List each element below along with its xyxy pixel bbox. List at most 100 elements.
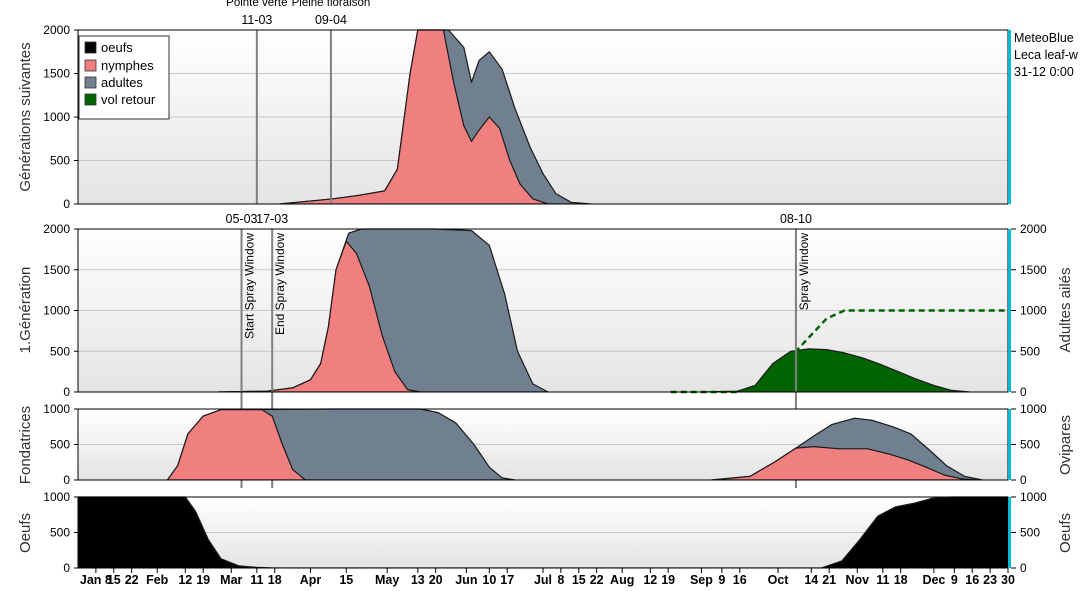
marker-date-label: 09-04 [315, 13, 347, 27]
x-tick-label: 11 [250, 573, 263, 587]
info-source: MeteoBlue [1014, 31, 1074, 45]
x-tick-label: 18 [894, 573, 908, 587]
y-tick-label: 1000 [43, 304, 70, 318]
x-tick-label: Sep [690, 573, 713, 587]
y-tick-label-right: 1000 [1020, 490, 1047, 504]
x-tick-label: Jun [455, 573, 477, 587]
x-tick-label: 9 [951, 573, 958, 587]
panel-first-generation-ylabel: 1.Génération [17, 267, 34, 354]
panel-first-generation: 05-03 Start Spray Window 17-03 End Spray Wi… [43, 212, 1047, 488]
x-tick-label: Jul [534, 573, 552, 587]
y-tick-label: 0 [63, 561, 70, 575]
y-tick-label: 1000 [43, 490, 70, 504]
y-tick-label-right: 1500 [1020, 263, 1047, 277]
legend-item-vol-retour: vol retour [84, 92, 156, 107]
legend-item-nymphes: nymphes [84, 58, 154, 73]
legend-label-oeufs: oeufs [101, 40, 133, 55]
x-tick-label: Apr [300, 573, 322, 587]
y-tick-label: 500 [50, 154, 70, 168]
legend-label-vol-retour: vol retour [101, 92, 156, 107]
x-tick-label: Nov [845, 573, 869, 587]
y-tick-label: 0 [63, 385, 70, 399]
x-tick-label: 16 [733, 573, 747, 587]
marker-name-label: Pleine floraison [292, 0, 371, 9]
marker-name-label: End Spray Window [273, 233, 287, 335]
marker-name-label: Pointe verte [226, 0, 287, 9]
y-tick-label: 2000 [43, 222, 70, 236]
legend-swatch-nymphes [84, 59, 97, 72]
series-nymphes [279, 29, 549, 204]
y-tick-label: 1500 [43, 67, 70, 81]
panel-fondatrices-ylabel-right: Ovipares [1057, 415, 1074, 475]
legend-label-nymphes: nymphes [101, 58, 154, 73]
legend-item-adultes: adultes [84, 75, 143, 90]
y-tick-label: 1500 [43, 263, 70, 277]
marker-name-label: Start Spray Window [243, 233, 257, 339]
x-tick-label: Aug [610, 573, 634, 587]
x-tick-label: 23 [983, 573, 997, 587]
x-tick-label: 16 [965, 573, 979, 587]
x-tick-label: 11 [876, 573, 889, 587]
x-tick-label: 8 [557, 573, 564, 587]
y-tick-label: 500 [50, 526, 70, 540]
x-tick-label: 15 [572, 573, 586, 587]
x-tick-label: 9 [718, 573, 725, 587]
x-tick-label: 30 [1001, 573, 1015, 587]
y-tick-label-right: 1000 [1020, 402, 1047, 416]
x-tick-label: 12 [643, 573, 657, 587]
x-tick-label: Feb [146, 573, 169, 587]
y-tick-label-right: 2000 [1020, 222, 1047, 236]
panel-fondatrices-ylabel: Fondatrices [17, 406, 34, 484]
x-tick-label: May [375, 573, 399, 587]
y-tick-label: 500 [50, 344, 70, 358]
series-nymphes [217, 240, 421, 392]
x-tick-label: 15 [107, 573, 121, 587]
x-tick-label: 19 [196, 573, 210, 587]
x-axis: Jan 815 22 Feb 12 19 Mar 11 18 Apr 15 May 13 20 Jun 10… [80, 568, 1015, 587]
x-tick-label: Mar [220, 573, 242, 587]
x-tick-label: 19 [661, 573, 675, 587]
marker-name-label: Spray Window [797, 233, 811, 311]
x-tick-label: Oct [768, 573, 790, 587]
x-tick-label: Dec [922, 573, 945, 587]
x-tick-label: 12 [178, 573, 192, 587]
legend-item-oeufs: oeufs [84, 40, 133, 55]
x-tick-label: 22 [590, 573, 604, 587]
y-tick-label: 1000 [43, 110, 70, 124]
y-tick-label-right: 0 [1020, 473, 1027, 487]
y-tick-label: 0 [63, 197, 70, 211]
panel-oeufs-ylabel-right: Oeufs [1057, 513, 1074, 553]
x-tick-label: 13 [411, 573, 425, 587]
panel-fondatrices: 0 0 500 500 1000 1000 [43, 402, 1047, 487]
panel-generations-ylabel: Générations suivantes [17, 42, 34, 191]
y-tick-label-right: 500 [1020, 344, 1040, 358]
x-tick-label: 17 [500, 573, 514, 587]
panel-generations: 11-03 Pointe verte 09-04 Pleine floraison 0 5… [43, 0, 1011, 211]
info-timestamp: 31-12 0:00 [1014, 65, 1074, 79]
panel-first-generation-ylabel-right: Adultes ailés [1057, 267, 1074, 352]
x-tick-label: 21 [822, 573, 836, 587]
x-tick-label: 10 [482, 573, 496, 587]
panel-oeufs: 0 0 500 500 1000 1000 [43, 490, 1047, 575]
legend-swatch-oeufs [84, 41, 97, 54]
y-tick-label-right: 0 [1020, 385, 1027, 399]
info-box: MeteoBlue Leca leaf-w 31-12 0:00 [1014, 31, 1079, 79]
series-nymphes [711, 446, 978, 480]
marker-date-label: 17-03 [256, 212, 288, 226]
marker-date-label: 05-03 [226, 212, 258, 226]
y-tick-label-right: 0 [1020, 561, 1027, 575]
y-tick-label: 1000 [43, 402, 70, 416]
y-tick-label-right: 1000 [1020, 304, 1047, 318]
x-tick-label: 22 [125, 573, 139, 587]
y-tick-label: 0 [63, 473, 70, 487]
marker-date-label: 08-10 [780, 212, 812, 226]
legend: oeufs nymphes adultes vol retour [78, 35, 170, 120]
series-nymphes [166, 409, 306, 480]
x-tick-label: 18 [268, 573, 282, 587]
legend-label-adultes: adultes [101, 75, 143, 90]
legend-swatch-adultes [84, 76, 97, 89]
x-tick-label: 20 [429, 573, 443, 587]
y-tick-label: 2000 [43, 23, 70, 37]
y-tick-label-right: 500 [1020, 438, 1040, 452]
